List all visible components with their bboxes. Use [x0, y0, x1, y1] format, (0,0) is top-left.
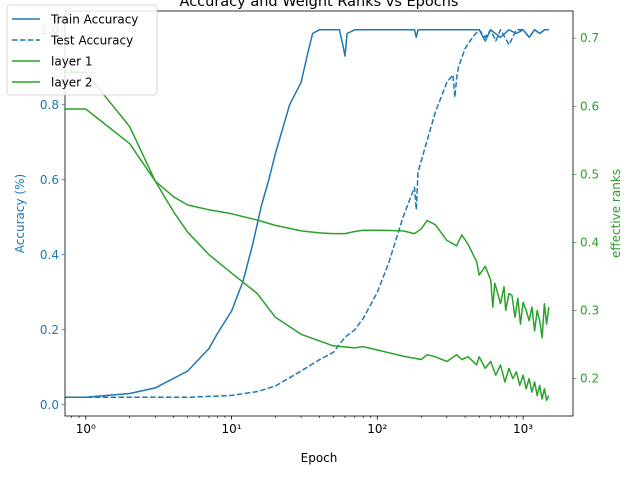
plot-frame: [64, 10, 574, 417]
left-y-tick-label: 0.0: [40, 398, 59, 412]
series-line-4: [65, 71, 550, 402]
series-line-2: [65, 29, 549, 399]
x-tick-label: 10²: [367, 422, 387, 436]
legend-label: layer 2: [51, 76, 93, 90]
legend-label: Train Accuracy: [50, 13, 138, 27]
x-axis-title: Epoch: [301, 451, 338, 465]
series-line-3: [65, 108, 550, 339]
series-layer: [65, 29, 550, 402]
left-y-axis-title: Accuracy (%): [13, 174, 27, 253]
left-y-tick-label: 0.2: [40, 323, 59, 337]
left-y-tick-label: 0.4: [40, 248, 59, 262]
series-line-1: [65, 29, 549, 399]
chart-title: Accuracy and Weight Ranks vs Epochs: [180, 0, 459, 10]
legend: Train Accuracy Test Accuracy layer 1 layer …: [6, 4, 158, 96]
right-y-tick-label: 0.5: [580, 167, 599, 181]
legend-label: layer 1: [51, 55, 93, 69]
right-y-tick-label: 0.7: [580, 31, 599, 45]
left-y-tick-label: 0.6: [40, 173, 59, 187]
left-y-tick-label: 0.8: [40, 98, 59, 112]
x-axis: 10⁰ 10¹ 10² 10³: [71, 416, 533, 436]
right-y-tick-label: 0.2: [580, 372, 599, 386]
right-y-axis-title: effective ranks: [609, 169, 623, 258]
x-tick-label: 10⁰: [76, 422, 96, 436]
x-tick-label: 10¹: [222, 422, 242, 436]
right-y-tick-label: 0.6: [580, 99, 599, 113]
right-y-tick-label: 0.3: [580, 303, 599, 317]
x-tick-label: 10³: [513, 422, 533, 436]
legend-box: [6, 4, 158, 96]
right-y-axis: 0.2 0.3 0.4 0.5 0.6 0.7: [573, 31, 599, 386]
legend-label: Test Accuracy: [50, 34, 133, 48]
right-y-tick-label: 0.4: [580, 235, 599, 249]
